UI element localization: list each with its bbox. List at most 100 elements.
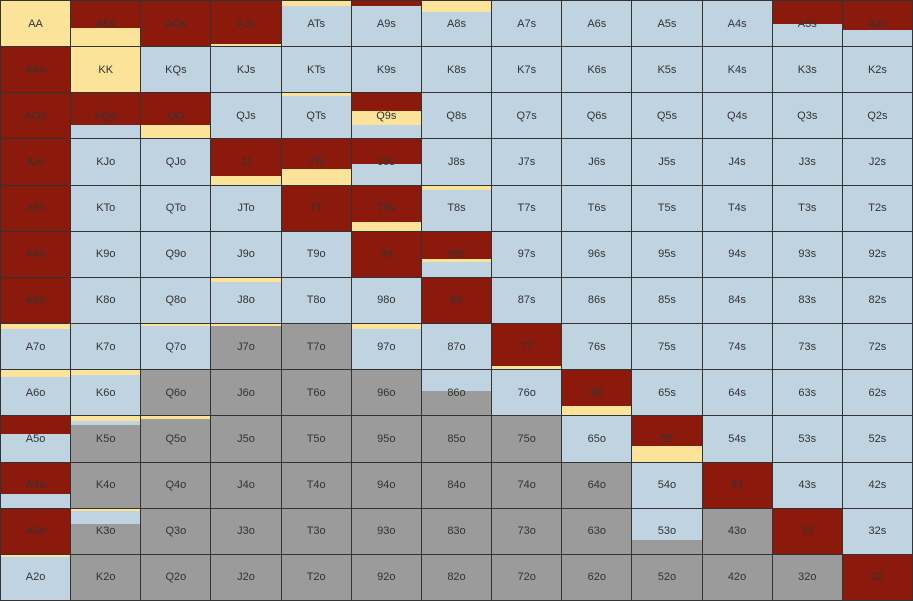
hand-cell-Q4s[interactable]: Q4s: [702, 93, 772, 139]
hand-cell-K5o[interactable]: K5o: [71, 416, 141, 462]
hand-cell-83s[interactable]: 83s: [772, 277, 842, 324]
hand-cell-J9s[interactable]: J9s: [351, 139, 421, 185]
hand-cell-92s[interactable]: 92s: [842, 231, 912, 277]
hand-cell-KQs[interactable]: KQs: [141, 47, 211, 93]
hand-cell-ATs[interactable]: ATs: [281, 1, 351, 47]
hand-cell-84o[interactable]: 84o: [421, 462, 492, 508]
hand-cell-42s[interactable]: 42s: [842, 462, 912, 508]
hand-cell-T3o[interactable]: T3o: [281, 508, 351, 554]
hand-cell-A4s[interactable]: A4s: [702, 1, 772, 47]
hand-cell-73s[interactable]: 73s: [772, 324, 842, 370]
hand-cell-A7o[interactable]: A7o: [1, 324, 71, 370]
hand-cell-77[interactable]: 77: [492, 324, 562, 370]
hand-cell-97o[interactable]: 97o: [351, 324, 421, 370]
hand-cell-86o[interactable]: 86o: [421, 370, 492, 416]
hand-cell-96s[interactable]: 96s: [562, 231, 632, 277]
hand-cell-T9o[interactable]: T9o: [281, 231, 351, 277]
hand-cell-32o[interactable]: 32o: [772, 554, 842, 600]
hand-cell-Q7s[interactable]: Q7s: [492, 93, 562, 139]
hand-cell-AJs[interactable]: AJs: [211, 1, 281, 47]
hand-cell-Q3o[interactable]: Q3o: [141, 508, 211, 554]
hand-cell-63o[interactable]: 63o: [562, 508, 632, 554]
hand-cell-J2s[interactable]: J2s: [842, 139, 912, 185]
hand-cell-Q9o[interactable]: Q9o: [141, 231, 211, 277]
hand-cell-AKs[interactable]: AKs: [71, 1, 141, 47]
hand-cell-J7s[interactable]: J7s: [492, 139, 562, 185]
hand-cell-87o[interactable]: 87o: [421, 324, 492, 370]
hand-cell-Q7o[interactable]: Q7o: [141, 324, 211, 370]
hand-cell-33[interactable]: 33: [772, 508, 842, 554]
hand-cell-74s[interactable]: 74s: [702, 324, 772, 370]
hand-cell-Q6o[interactable]: Q6o: [141, 370, 211, 416]
hand-cell-76s[interactable]: 76s: [562, 324, 632, 370]
hand-cell-32s[interactable]: 32s: [842, 508, 912, 554]
hand-cell-Q4o[interactable]: Q4o: [141, 462, 211, 508]
hand-cell-A7s[interactable]: A7s: [492, 1, 562, 47]
hand-cell-A8s[interactable]: A8s: [421, 1, 492, 47]
hand-cell-J5s[interactable]: J5s: [632, 139, 702, 185]
hand-cell-T7o[interactable]: T7o: [281, 324, 351, 370]
hand-cell-A8o[interactable]: A8o: [1, 277, 71, 324]
hand-cell-85o[interactable]: 85o: [421, 416, 492, 462]
hand-cell-QJo[interactable]: QJo: [141, 139, 211, 185]
hand-cell-K2o[interactable]: K2o: [71, 554, 141, 600]
hand-cell-92o[interactable]: 92o: [351, 554, 421, 600]
hand-cell-A9o[interactable]: A9o: [1, 231, 71, 277]
hand-cell-62o[interactable]: 62o: [562, 554, 632, 600]
hand-cell-Q2o[interactable]: Q2o: [141, 554, 211, 600]
hand-cell-Q9s[interactable]: Q9s: [351, 93, 421, 139]
hand-cell-A6s[interactable]: A6s: [562, 1, 632, 47]
hand-cell-88[interactable]: 88: [421, 277, 492, 324]
hand-cell-A5s[interactable]: A5s: [632, 1, 702, 47]
hand-cell-43s[interactable]: 43s: [772, 462, 842, 508]
hand-cell-Q2s[interactable]: Q2s: [842, 93, 912, 139]
hand-cell-53s[interactable]: 53s: [772, 416, 842, 462]
hand-cell-82o[interactable]: 82o: [421, 554, 492, 600]
hand-cell-T5s[interactable]: T5s: [632, 185, 702, 231]
hand-cell-AQo[interactable]: AQo: [1, 93, 71, 139]
hand-cell-TT[interactable]: TT: [281, 185, 351, 231]
hand-cell-Q8s[interactable]: Q8s: [421, 93, 492, 139]
hand-cell-93s[interactable]: 93s: [772, 231, 842, 277]
hand-cell-J6o[interactable]: J6o: [211, 370, 281, 416]
hand-cell-74o[interactable]: 74o: [492, 462, 562, 508]
hand-cell-75o[interactable]: 75o: [492, 416, 562, 462]
hand-cell-JTo[interactable]: JTo: [211, 185, 281, 231]
hand-cell-A5o[interactable]: A5o: [1, 416, 71, 462]
hand-cell-64s[interactable]: 64s: [702, 370, 772, 416]
hand-cell-QQ[interactable]: QQ: [141, 93, 211, 139]
hand-cell-JJ[interactable]: JJ: [211, 139, 281, 185]
hand-cell-KTo[interactable]: KTo: [71, 185, 141, 231]
hand-cell-QTs[interactable]: QTs: [281, 93, 351, 139]
hand-cell-AA[interactable]: AA: [1, 1, 71, 47]
hand-cell-55[interactable]: 55: [632, 416, 702, 462]
hand-cell-76o[interactable]: 76o: [492, 370, 562, 416]
hand-cell-J2o[interactable]: J2o: [211, 554, 281, 600]
hand-cell-K8o[interactable]: K8o: [71, 277, 141, 324]
hand-cell-54s[interactable]: 54s: [702, 416, 772, 462]
hand-cell-72s[interactable]: 72s: [842, 324, 912, 370]
hand-cell-AQs[interactable]: AQs: [141, 1, 211, 47]
hand-cell-T7s[interactable]: T7s: [492, 185, 562, 231]
hand-cell-A2s[interactable]: A2s: [842, 1, 912, 47]
hand-cell-86s[interactable]: 86s: [562, 277, 632, 324]
hand-cell-KTs[interactable]: KTs: [281, 47, 351, 93]
hand-cell-53o[interactable]: 53o: [632, 508, 702, 554]
hand-cell-K9o[interactable]: K9o: [71, 231, 141, 277]
hand-cell-J8o[interactable]: J8o: [211, 277, 281, 324]
hand-cell-ATo[interactable]: ATo: [1, 185, 71, 231]
hand-cell-T3s[interactable]: T3s: [772, 185, 842, 231]
hand-cell-43o[interactable]: 43o: [702, 508, 772, 554]
hand-cell-T5o[interactable]: T5o: [281, 416, 351, 462]
hand-cell-T2s[interactable]: T2s: [842, 185, 912, 231]
hand-cell-KJo[interactable]: KJo: [71, 139, 141, 185]
hand-cell-62s[interactable]: 62s: [842, 370, 912, 416]
hand-cell-T6o[interactable]: T6o: [281, 370, 351, 416]
hand-cell-94s[interactable]: 94s: [702, 231, 772, 277]
hand-cell-J4o[interactable]: J4o: [211, 462, 281, 508]
hand-cell-KQo[interactable]: KQo: [71, 93, 141, 139]
hand-cell-KJs[interactable]: KJs: [211, 47, 281, 93]
hand-cell-99[interactable]: 99: [351, 231, 421, 277]
hand-cell-98o[interactable]: 98o: [351, 277, 421, 324]
hand-cell-QJs[interactable]: QJs: [211, 93, 281, 139]
